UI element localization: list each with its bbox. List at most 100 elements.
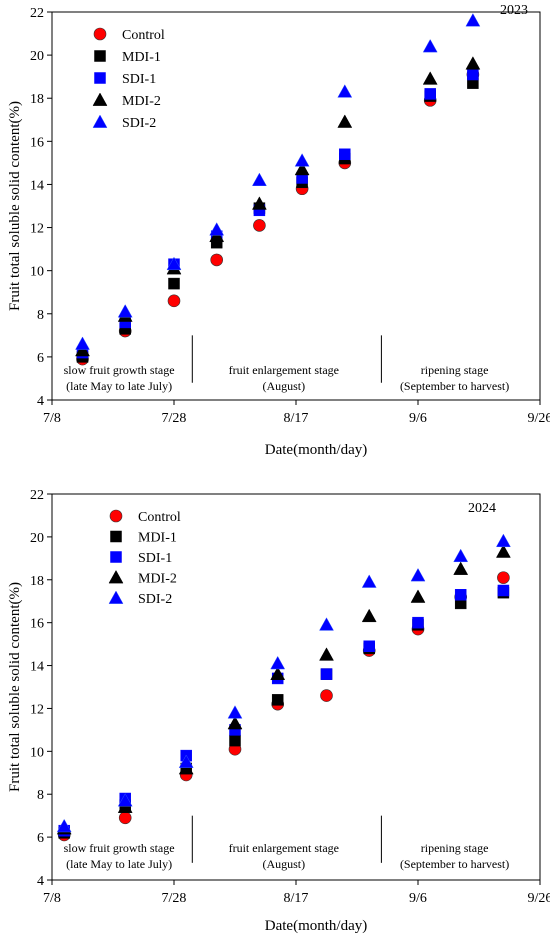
legend-marker: [110, 551, 122, 563]
chart-panel-2023: 4 6 8 10 12 14 16 18 20 22 7/8 7/28 8/17 9/6 9/26 Date(…: [7, 3, 550, 458]
data-point: [454, 589, 467, 601]
stage-label: slow fruit growth stage: [64, 363, 175, 377]
y-tick-label: 10: [30, 745, 44, 760]
legend-marker: [92, 92, 108, 106]
y-tick-label: 4: [37, 874, 44, 889]
x-axis-title: Date(month/day): [265, 918, 367, 934]
y-tick-label: 22: [30, 6, 44, 21]
x-tick-label: 7/8: [43, 411, 61, 426]
data-point: [227, 715, 243, 730]
data-point: [361, 608, 377, 623]
legend-marker: [94, 72, 106, 84]
y-tick-label: 16: [30, 135, 44, 150]
data-point: [337, 114, 353, 128]
data-point: [168, 277, 180, 290]
y-tick-label: 16: [30, 617, 44, 632]
y-tick-label: 14: [30, 660, 44, 675]
data-point: [271, 694, 284, 706]
data-point: [117, 304, 133, 318]
legend-marker: [94, 50, 106, 62]
data-point: [467, 68, 479, 81]
plot-frame: [51, 11, 541, 401]
legend-label: SDI-2: [122, 116, 156, 131]
legend-marker: [92, 114, 108, 128]
data-point: [422, 38, 438, 53]
stage-label: fruit enlargement stage: [229, 841, 339, 855]
stage-label-period: (late May to late July): [66, 379, 172, 393]
data-point: [363, 640, 375, 653]
data-point: [410, 567, 426, 582]
legend-label: MDI-1: [122, 50, 161, 65]
legend-label: MDI-2: [138, 572, 177, 587]
stage-label-period: (September to harvest): [400, 379, 509, 393]
x-tick-label: 7/28: [162, 891, 187, 906]
stage-label-period: (August): [262, 379, 305, 393]
legend-label: MDI-2: [122, 94, 161, 109]
data-point: [118, 811, 132, 825]
stage-label-period: (late May to late July): [66, 857, 172, 871]
y-tick-label: 18: [30, 92, 44, 107]
data-point: [229, 734, 241, 747]
series-control: [76, 68, 480, 366]
y-axis-title: Fruit total soluble solid content(%): [7, 582, 23, 792]
data-point: [453, 548, 469, 563]
data-point: [117, 793, 133, 807]
x-tick-label: 9/6: [409, 891, 427, 906]
data-point: [339, 148, 351, 161]
data-point: [270, 655, 286, 670]
legend-marker: [93, 27, 107, 41]
data-point: [453, 561, 469, 575]
y-tick-label: 6: [37, 351, 44, 366]
stage-label: ripening stage: [421, 363, 489, 377]
data-point: [320, 689, 333, 702]
data-point: [253, 219, 266, 232]
stage-label-period: (September to harvest): [400, 857, 509, 871]
x-tick-label: 8/17: [284, 411, 309, 426]
x-tick-label: 9/6: [409, 411, 427, 426]
y-tick-label: 20: [30, 531, 44, 546]
data-point: [337, 84, 353, 98]
legend-label: SDI-1: [122, 72, 156, 87]
data-point: [251, 172, 267, 186]
data-point: [320, 668, 333, 680]
legend-marker: [108, 569, 124, 584]
chart-panel-2024: 4 6 8 10 12 14 16 18 20 22 7/8 7/28 8/17 9/6 9/26 Date(…: [7, 488, 550, 934]
series-mdi-2: [56, 544, 511, 835]
legend-label: MDI-1: [138, 531, 177, 546]
legend-marker: [110, 530, 122, 543]
legend-label: Control: [122, 28, 165, 43]
data-point: [209, 222, 225, 236]
x-tick-label: 7/28: [162, 411, 187, 426]
data-point: [497, 571, 510, 584]
data-point: [495, 533, 511, 548]
year-label: 2024: [468, 501, 496, 516]
y-tick-label: 12: [30, 222, 44, 237]
x-tick-label: 7/8: [43, 891, 61, 906]
y-tick-label: 8: [37, 788, 44, 803]
data-point: [424, 88, 436, 100]
y-tick-label: 22: [30, 488, 44, 503]
legend-marker: [108, 590, 124, 604]
legend-label: SDI-1: [138, 551, 172, 566]
data-point: [319, 647, 334, 661]
series-sdi-1: [76, 68, 479, 359]
data-point: [227, 705, 243, 719]
data-point: [465, 56, 481, 70]
legend: Control MDI-1 SDI-1 MDI-2 SDI-2: [108, 509, 181, 607]
data-point: [294, 161, 310, 176]
x-tick-label: 8/17: [284, 891, 309, 906]
legend-marker: [109, 509, 123, 523]
legend-label: SDI-2: [138, 592, 172, 607]
x-tick-label: 9/26: [528, 411, 550, 426]
data-point: [495, 544, 511, 558]
data-point: [497, 584, 510, 597]
y-tick-label: 18: [30, 574, 44, 589]
y-tick-label: 6: [37, 831, 44, 846]
y-tick-label: 14: [30, 178, 44, 193]
stage-label: fruit enlargement stage: [229, 363, 339, 377]
data-point: [251, 196, 267, 210]
y-tick-label: 12: [30, 702, 44, 717]
data-point: [410, 589, 426, 603]
data-point: [465, 13, 481, 27]
data-point: [75, 336, 90, 350]
